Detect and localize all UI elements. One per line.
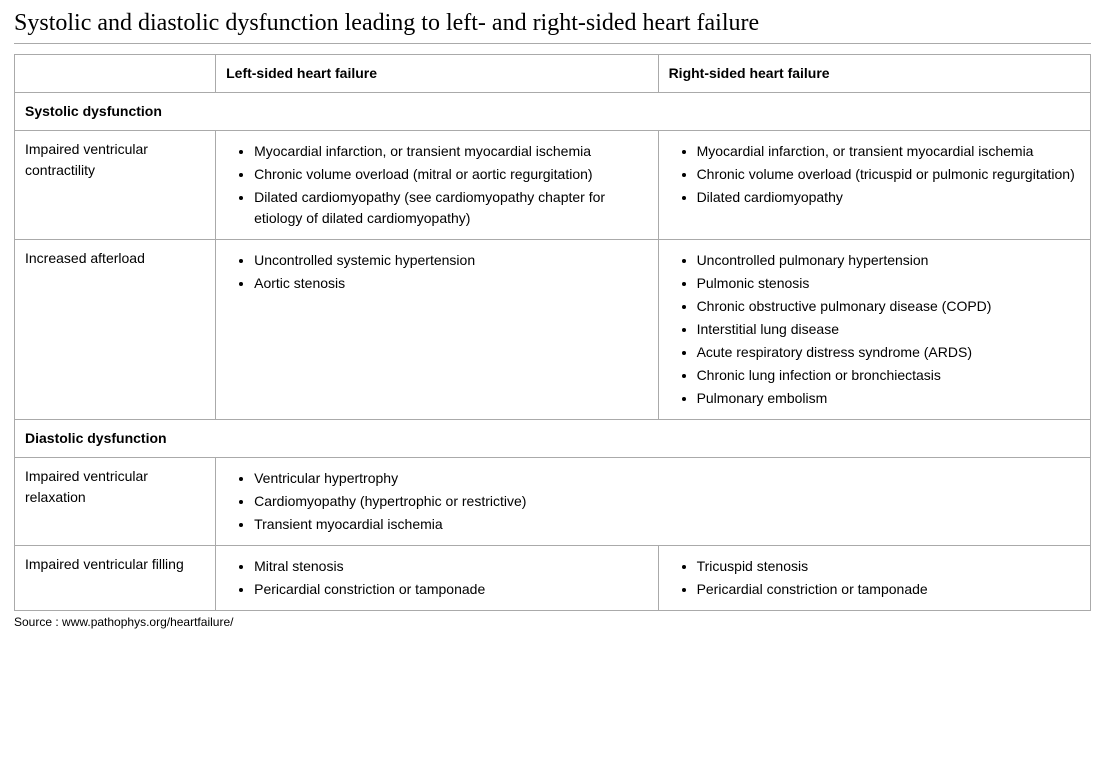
cell-shared: Ventricular hypertrophyCardiomyopathy (h… [216, 458, 1091, 546]
list-item: Aortic stenosis [254, 273, 647, 294]
list: Myocardial infarction, or transient myoc… [669, 141, 1080, 208]
table-header-row: Left-sided heart failure Right-sided hea… [15, 55, 1091, 93]
list-item: Chronic volume overload (mitral or aorti… [254, 164, 647, 185]
col-header-right: Right-sided heart failure [658, 55, 1090, 93]
list-item: Cardiomyopathy (hypertrophic or restrict… [254, 491, 1080, 512]
list-item: Chronic lung infection or bronchiectasis [697, 365, 1080, 386]
list-item: Pulmonary embolism [697, 388, 1080, 409]
row-impaired-filling: Impaired ventricular filling Mitral sten… [15, 546, 1091, 611]
section-diastolic: Diastolic dysfunction [15, 420, 1091, 458]
row-label: Impaired ventricular filling [15, 546, 216, 611]
list: Myocardial infarction, or transient myoc… [226, 141, 647, 229]
row-label: Impaired ventricular relaxation [15, 458, 216, 546]
cell-right: Tricuspid stenosisPericardial constricti… [658, 546, 1090, 611]
list-item: Myocardial infarction, or transient myoc… [697, 141, 1080, 162]
list-item: Ventricular hypertrophy [254, 468, 1080, 489]
list: Ventricular hypertrophyCardiomyopathy (h… [226, 468, 1080, 535]
row-label: Impaired ventricular contractility [15, 131, 216, 240]
list-item: Pericardial constriction or tamponade [254, 579, 647, 600]
list-item: Tricuspid stenosis [697, 556, 1080, 577]
list: Mitral stenosisPericardial constriction … [226, 556, 647, 600]
row-label: Increased afterload [15, 240, 216, 420]
section-diastolic-label: Diastolic dysfunction [15, 420, 1091, 458]
page-title: Systolic and diastolic dysfunction leadi… [14, 10, 1091, 44]
row-impaired-relaxation: Impaired ventricular relaxation Ventricu… [15, 458, 1091, 546]
list-item: Acute respiratory distress syndrome (ARD… [697, 342, 1080, 363]
col-header-left: Left-sided heart failure [216, 55, 658, 93]
list-item: Chronic obstructive pulmonary disease (C… [697, 296, 1080, 317]
list-item: Myocardial infarction, or transient myoc… [254, 141, 647, 162]
list-item: Dilated cardiomyopathy (see cardiomyopat… [254, 187, 647, 229]
heart-failure-table: Left-sided heart failure Right-sided hea… [14, 54, 1091, 611]
cell-left: Uncontrolled systemic hypertensionAortic… [216, 240, 658, 420]
list-item: Transient myocardial ischemia [254, 514, 1080, 535]
list: Uncontrolled pulmonary hypertensionPulmo… [669, 250, 1080, 409]
cell-right: Uncontrolled pulmonary hypertensionPulmo… [658, 240, 1090, 420]
cell-left: Myocardial infarction, or transient myoc… [216, 131, 658, 240]
list-item: Dilated cardiomyopathy [697, 187, 1080, 208]
list-item: Interstitial lung disease [697, 319, 1080, 340]
section-systolic: Systolic dysfunction [15, 93, 1091, 131]
list: Tricuspid stenosisPericardial constricti… [669, 556, 1080, 600]
col-header-blank [15, 55, 216, 93]
list-item: Pericardial constriction or tamponade [697, 579, 1080, 600]
cell-left: Mitral stenosisPericardial constriction … [216, 546, 658, 611]
cell-right: Myocardial infarction, or transient myoc… [658, 131, 1090, 240]
list-item: Pulmonic stenosis [697, 273, 1080, 294]
row-impaired-contractility: Impaired ventricular contractility Myoca… [15, 131, 1091, 240]
list-item: Uncontrolled systemic hypertension [254, 250, 647, 271]
list-item: Mitral stenosis [254, 556, 647, 577]
list: Uncontrolled systemic hypertensionAortic… [226, 250, 647, 294]
list-item: Uncontrolled pulmonary hypertension [697, 250, 1080, 271]
list-item: Chronic volume overload (tricuspid or pu… [697, 164, 1080, 185]
row-increased-afterload: Increased afterload Uncontrolled systemi… [15, 240, 1091, 420]
source-citation: Source : www.pathophys.org/heartfailure/ [14, 615, 1091, 629]
section-systolic-label: Systolic dysfunction [15, 93, 1091, 131]
